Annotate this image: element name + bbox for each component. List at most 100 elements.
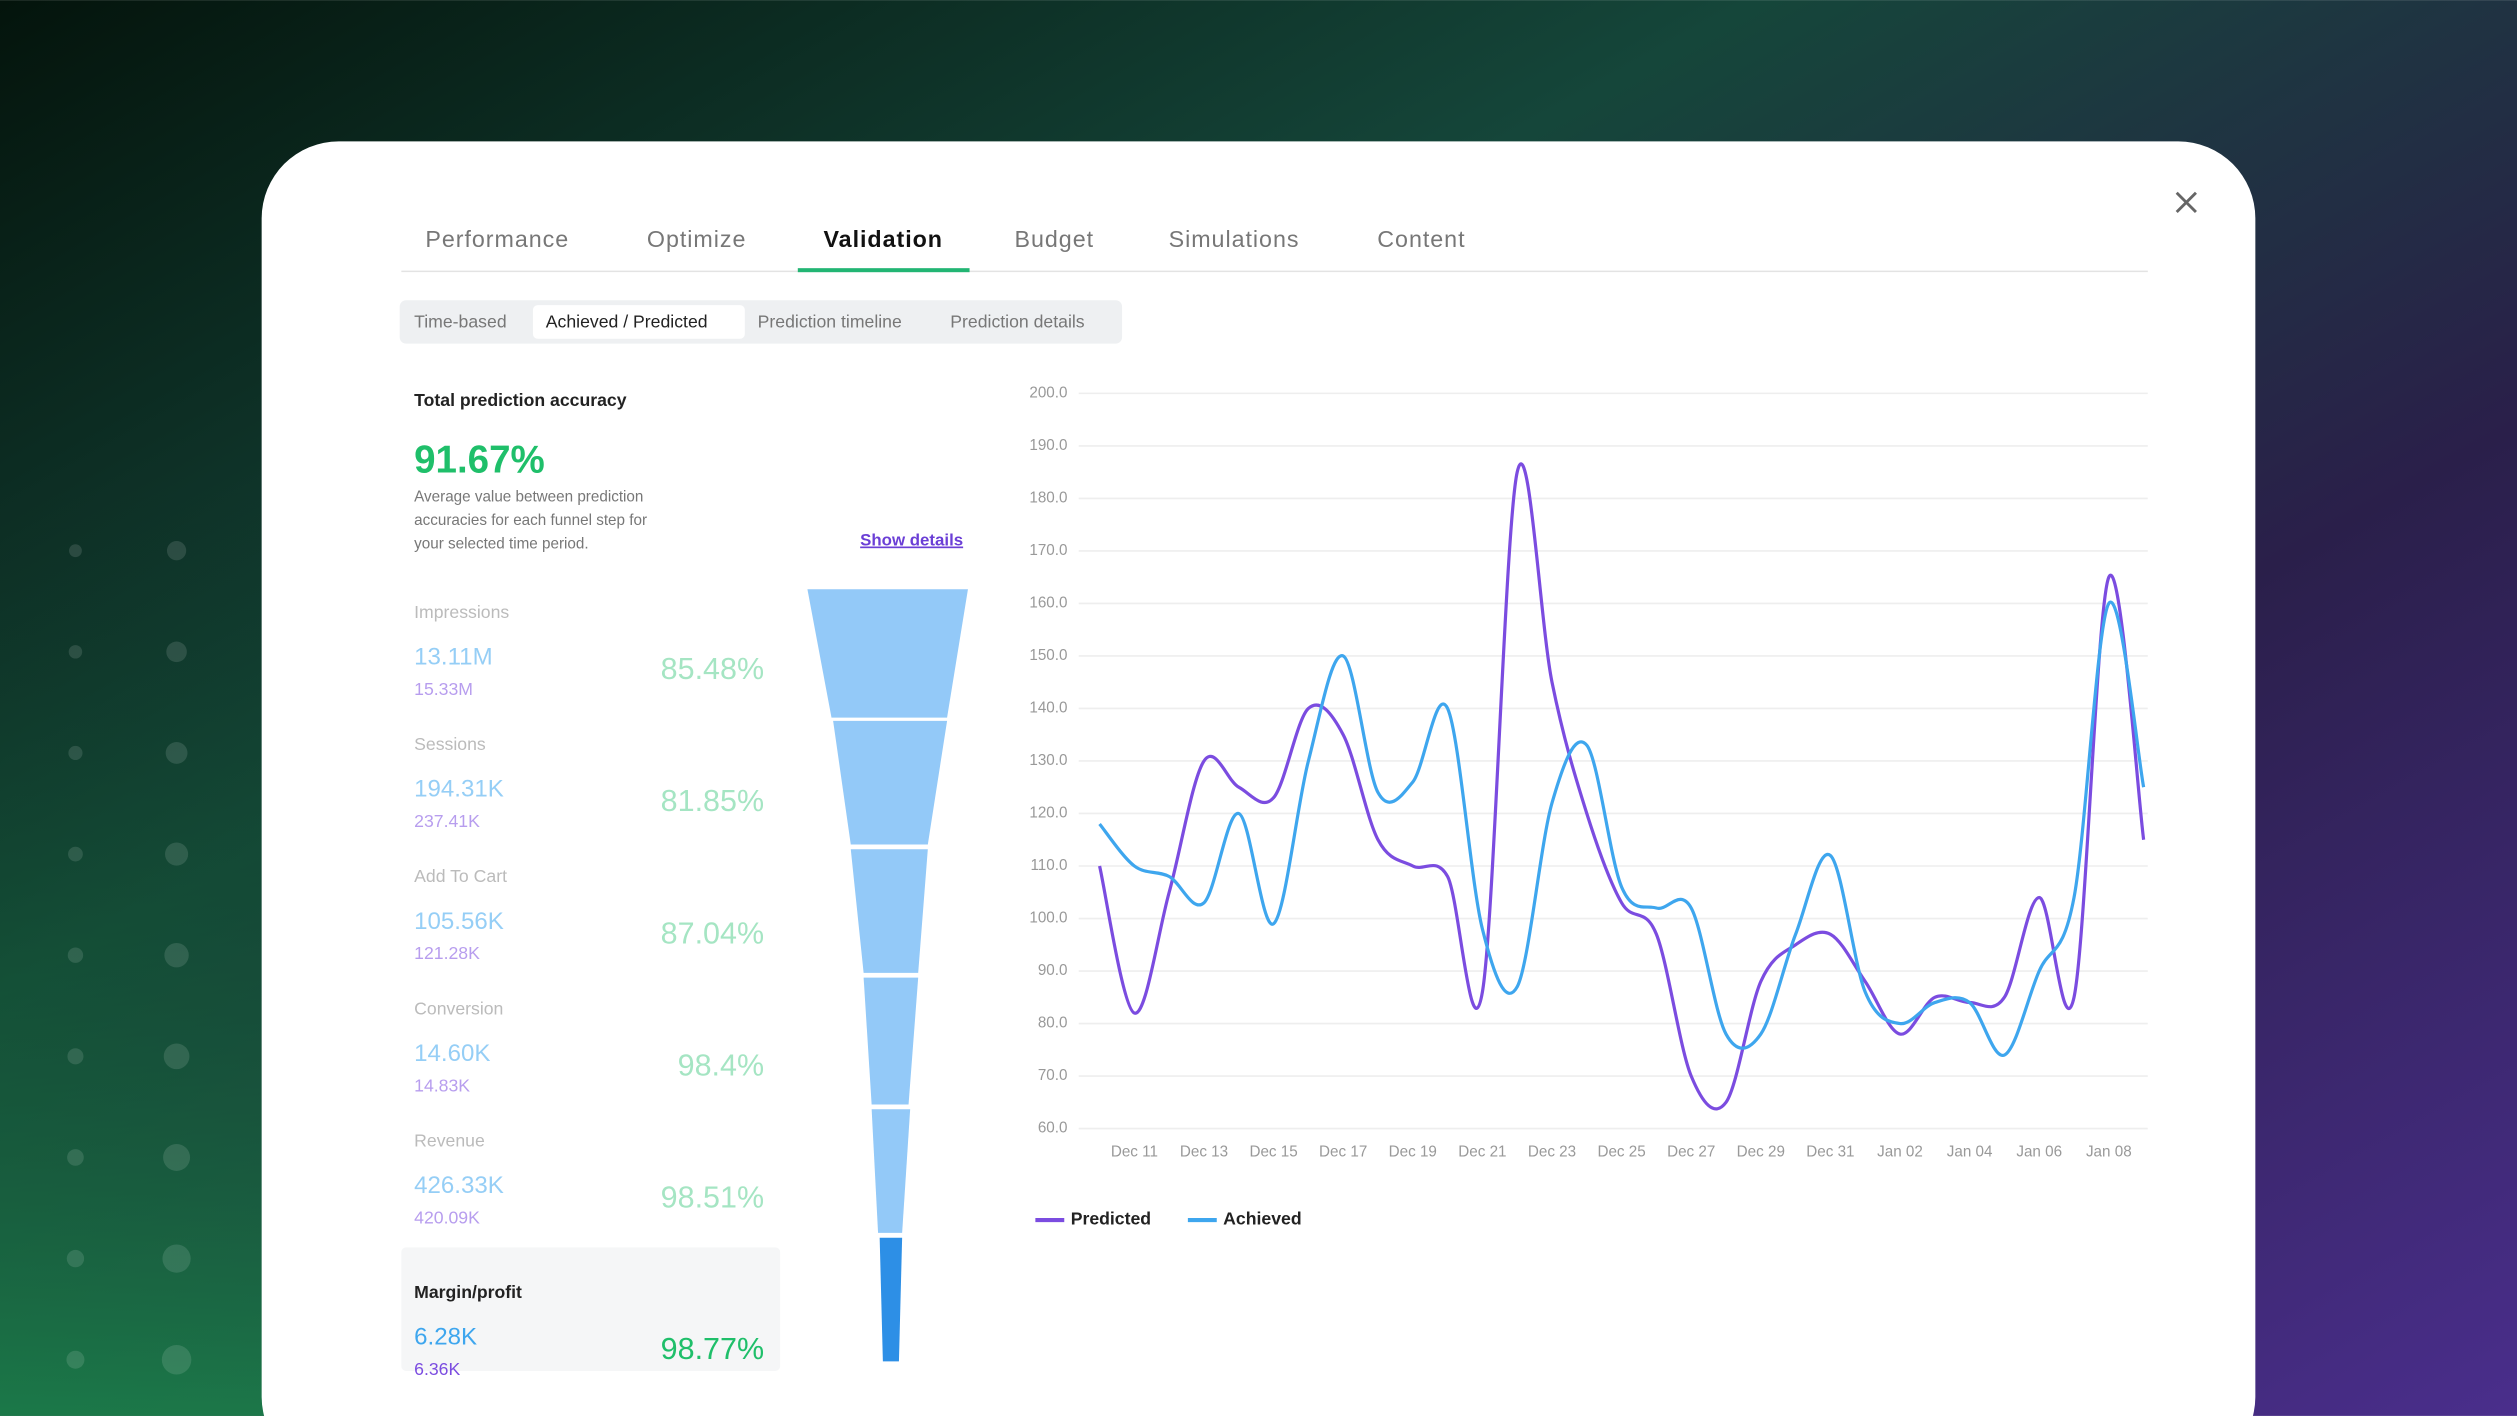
dot [68, 645, 83, 659]
decor-dots [66, 541, 192, 1375]
accuracy-description: accuracies for each funnel step for [414, 512, 647, 529]
dot [67, 1048, 84, 1065]
dot [162, 1244, 191, 1273]
y-tick-label: 130.0 [1029, 752, 1067, 769]
step-name: Add To Cart [414, 866, 507, 886]
x-tick-label: Dec 21 [1458, 1144, 1506, 1161]
y-tick-label: 110.0 [1030, 857, 1067, 874]
y-tick-label: 140.0 [1029, 699, 1067, 716]
accuracy-description: your selected time period. [414, 535, 588, 552]
y-tick-label: 90.0 [1038, 962, 1068, 979]
active-tab-indicator [797, 268, 970, 273]
step-accuracy: 98.51% [661, 1181, 764, 1215]
x-tick-label: Dec 29 [1737, 1144, 1785, 1161]
y-tick-label: 150.0 [1029, 647, 1067, 664]
achieved-value: 14.60K [414, 1040, 490, 1067]
dot [68, 846, 83, 862]
tab[interactable]: Optimize [647, 226, 747, 252]
step-name: Sessions [414, 734, 486, 754]
achieved-value: 194.31K [414, 776, 504, 803]
funnel-segment [833, 720, 948, 845]
step-accuracy: 98.4% [678, 1048, 764, 1082]
y-tick-label: 180.0 [1029, 489, 1067, 506]
step-accuracy: 81.85% [661, 784, 764, 818]
dot [67, 1149, 84, 1166]
tab[interactable]: Validation [823, 226, 943, 252]
dot [68, 745, 83, 761]
predicted-value: 14.83K [414, 1075, 470, 1095]
y-tick-label: 60.0 [1038, 1120, 1068, 1137]
achieved-value: 13.11M [414, 644, 492, 671]
x-tick-label: Dec 25 [1597, 1144, 1645, 1161]
achieved-value: 426.33K [414, 1172, 504, 1199]
tab[interactable]: Simulations [1169, 226, 1300, 252]
highlight-row [401, 1247, 781, 1371]
y-tick-label: 160.0 [1029, 594, 1067, 611]
step-name: Conversion [414, 998, 503, 1018]
y-tick-label: 200.0 [1029, 384, 1067, 401]
x-tick-label: Jan 06 [2016, 1144, 2062, 1161]
dot [166, 641, 187, 663]
accuracy-title: Total prediction accuracy [414, 390, 627, 410]
x-tick-label: Dec 19 [1389, 1144, 1437, 1161]
y-tick-label: 80.0 [1038, 1015, 1068, 1032]
legend-label: Achieved [1223, 1209, 1301, 1229]
predicted-value: 6.36K [414, 1359, 460, 1379]
accuracy-value: 91.67% [414, 439, 545, 482]
y-tick-label: 100.0 [1029, 910, 1067, 927]
subtab[interactable]: Prediction timeline [758, 311, 902, 331]
predicted-value: 121.28K [414, 943, 480, 963]
subtab[interactable]: Time-based [414, 311, 506, 331]
x-tick-label: Jan 08 [2086, 1144, 2132, 1161]
tab[interactable]: Performance [425, 226, 569, 252]
active-subtab [532, 305, 745, 339]
predicted-value: 237.41K [414, 811, 480, 831]
dot [163, 1143, 191, 1171]
achieved-value: 105.56K [414, 908, 504, 935]
dot [66, 1249, 85, 1268]
step-accuracy: 87.04% [661, 916, 764, 950]
background-glow [0, 481, 273, 1416]
close-button[interactable] [2175, 191, 2197, 214]
subtab[interactable]: Achieved / Predicted [546, 311, 708, 331]
show-details-link[interactable]: Show details [860, 531, 963, 550]
x-tick-label: Dec 11 [1111, 1144, 1158, 1161]
y-tick-label: 190.0 [1029, 437, 1067, 454]
predicted-value: 420.09K [414, 1207, 480, 1227]
x-tick-label: Dec 23 [1528, 1144, 1576, 1161]
dot [165, 842, 189, 866]
step-accuracy: 85.48% [661, 652, 764, 686]
x-tick-label: Dec 17 [1319, 1144, 1367, 1161]
y-tick-label: 70.0 [1038, 1067, 1068, 1084]
series-line [1098, 600, 2146, 1057]
x-tick-label: Jan 02 [1877, 1144, 1923, 1161]
subtab[interactable]: Prediction details [950, 311, 1085, 331]
funnel-segment [879, 1237, 903, 1362]
x-tick-label: Dec 13 [1180, 1144, 1228, 1161]
funnel [807, 589, 968, 1362]
x-tick-label: Dec 31 [1806, 1144, 1854, 1161]
step-name: Revenue [414, 1130, 485, 1150]
x-tick-label: Dec 15 [1249, 1144, 1297, 1161]
dot [166, 541, 187, 561]
funnel-segment [850, 849, 928, 973]
funnel-segment [863, 977, 919, 1105]
step-name: Impressions [414, 602, 509, 622]
dot [66, 1350, 85, 1369]
legend-label: Predicted [1071, 1209, 1151, 1229]
dot [161, 1344, 192, 1375]
dot [164, 943, 189, 968]
achieved-value: 6.28K [414, 1323, 477, 1350]
x-tick-label: Jan 04 [1947, 1144, 1993, 1161]
tab[interactable]: Budget [1015, 226, 1095, 252]
funnel-segment [871, 1109, 911, 1233]
y-tick-label: 170.0 [1029, 542, 1067, 559]
card [261, 141, 2256, 1416]
y-tick-label: 120.0 [1029, 805, 1067, 822]
dot [69, 544, 82, 558]
dot [165, 742, 188, 764]
step-accuracy: 98.77% [661, 1332, 764, 1366]
accuracy-description: Average value between prediction [414, 489, 643, 506]
tab[interactable]: Content [1377, 226, 1465, 252]
